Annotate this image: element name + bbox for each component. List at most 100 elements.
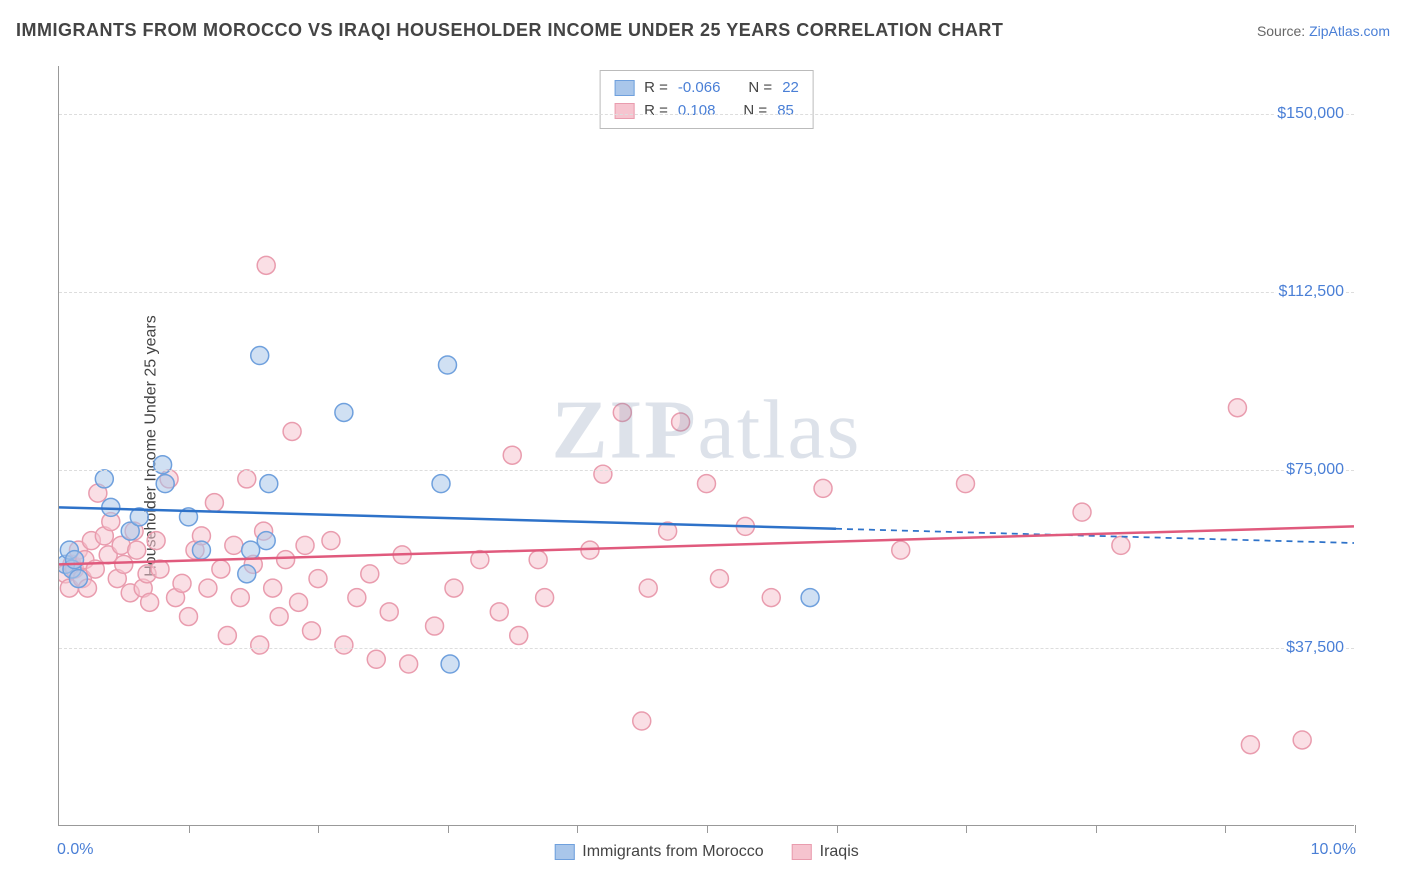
r-label: R = [644,77,668,100]
scatter-point [594,465,612,483]
legend-label-morocco: Immigrants from Morocco [582,843,763,861]
scatter-point [290,593,308,611]
scatter-point [956,475,974,493]
scatter-point [439,356,457,374]
scatter-point [762,589,780,607]
x-tick [318,825,319,833]
scatter-point [156,475,174,493]
scatter-point [672,413,690,431]
scatter-point [613,403,631,421]
legend-item-morocco: Immigrants from Morocco [554,843,763,861]
n-value-morocco: 22 [782,77,799,100]
r-label: R = [644,100,668,123]
x-tick [1355,825,1356,833]
scatter-point [251,347,269,365]
scatter-point [335,636,353,654]
scatter-point [432,475,450,493]
scatter-point [490,603,508,621]
source-prefix: Source: [1257,23,1309,39]
scatter-point [242,541,260,559]
scatter-point [426,617,444,635]
x-tick [1225,825,1226,833]
y-tick-label: $75,000 [1284,461,1346,479]
scatter-point [218,627,236,645]
scatter-point [1073,503,1091,521]
x-tick [577,825,578,833]
scatter-point [348,589,366,607]
scatter-point [205,494,223,512]
y-tick-label: $150,000 [1275,105,1346,123]
scatter-point [710,570,728,588]
scatter-point [264,579,282,597]
scatter-point [128,541,146,559]
x-tick [189,825,190,833]
scatter-point [115,555,133,573]
scatter-point [892,541,910,559]
n-label: N = [743,100,767,123]
scatter-point [814,479,832,497]
scatter-point [400,655,418,673]
scatter-point [503,446,521,464]
scatter-point [283,422,301,440]
scatter-point [225,536,243,554]
scatter-point [257,532,275,550]
r-value-morocco: -0.066 [678,77,721,100]
scatter-point [303,622,321,640]
swatch-morocco [614,80,634,96]
scatter-point [141,593,159,611]
x-tick [837,825,838,833]
trend-line-extension [836,529,1354,543]
scatter-point [102,498,120,516]
swatch-morocco-icon [554,844,574,860]
source-attribution: Source: ZipAtlas.com [1257,23,1390,39]
x-axis-start-label: 0.0% [57,841,93,859]
scatter-point [309,570,327,588]
scatter-point [697,475,715,493]
scatter-point [639,579,657,597]
x-tick [448,825,449,833]
scatter-point [1293,731,1311,749]
legend-item-iraqis: Iraqis [792,843,859,861]
gridline [59,648,1354,649]
scatter-point [199,579,217,597]
legend-label-iraqis: Iraqis [820,843,859,861]
gridline [59,292,1354,293]
correlation-legend: R = -0.066 N = 22 R = 0.108 N = 85 [599,70,814,129]
x-tick [1096,825,1097,833]
scatter-point [192,541,210,559]
scatter-point [260,475,278,493]
scatter-point [441,655,459,673]
series-legend: Immigrants from Morocco Iraqis [554,843,859,861]
x-axis-end-label: 10.0% [1311,841,1356,859]
y-tick-label: $37,500 [1284,639,1346,657]
scatter-point [154,456,172,474]
chart-header: IMMIGRANTS FROM MOROCCO VS IRAQI HOUSEHO… [16,20,1390,41]
scatter-point [257,256,275,274]
scatter-point [173,574,191,592]
scatter-point [367,650,385,668]
trend-line [59,507,836,528]
scatter-point [1241,736,1259,754]
chart-title: IMMIGRANTS FROM MOROCCO VS IRAQI HOUSEHO… [16,20,1003,41]
scatter-point [1112,536,1130,554]
scatter-point [335,403,353,421]
scatter-point [238,565,256,583]
scatter-point [1228,399,1246,417]
x-tick [966,825,967,833]
scatter-point [69,570,87,588]
source-link[interactable]: ZipAtlas.com [1309,23,1390,39]
scatter-point [529,551,547,569]
scatter-point [180,608,198,626]
swatch-iraqis [614,103,634,119]
scatter-point [536,589,554,607]
scatter-point [251,636,269,654]
scatter-point [361,565,379,583]
legend-row-morocco: R = -0.066 N = 22 [614,77,799,100]
scatter-point [212,560,230,578]
scatter-point [296,536,314,554]
y-tick-label: $112,500 [1276,283,1346,301]
plot-canvas [59,66,1354,825]
r-value-iraqis: 0.108 [678,100,716,123]
swatch-iraqis-icon [792,844,812,860]
scatter-point [510,627,528,645]
